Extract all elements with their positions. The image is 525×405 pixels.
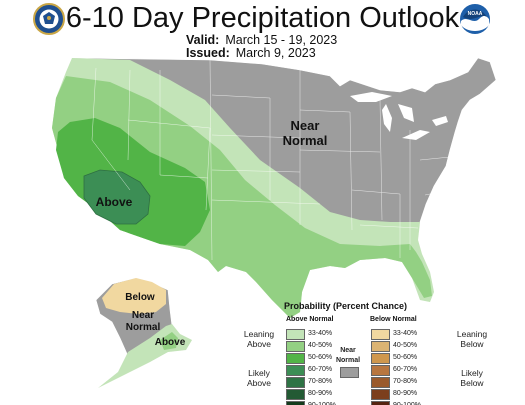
legend-title: Probability (Percent Chance) xyxy=(284,301,408,311)
noaa-logo-text: NOAA xyxy=(468,11,483,17)
legend-likely-below-line1: Likely xyxy=(461,368,483,378)
valid-value: March 15 - 19, 2023 xyxy=(225,33,338,47)
legend-below-range-label: 33-40% xyxy=(393,330,418,337)
legend-below-swatch xyxy=(371,401,390,405)
legend-above-swatch xyxy=(286,353,305,364)
legend-above-swatch xyxy=(286,377,305,388)
issued-value: March 9, 2023 xyxy=(235,46,316,60)
conus-above-60-70-region xyxy=(83,169,151,225)
legend-likely-below-label: Likely Below xyxy=(452,368,492,388)
alaska-near-normal-label-line1: Near xyxy=(132,310,154,321)
legend-below-swatch xyxy=(371,389,390,400)
legend-leaning-below-line2: Below xyxy=(460,339,484,349)
commerce-seal-icon xyxy=(33,3,65,35)
legend-below-swatch xyxy=(371,377,390,388)
legend-near-line2: Normal xyxy=(335,357,361,364)
legend-above-range-label: 50-60% xyxy=(308,354,333,361)
legend-below-swatch xyxy=(371,329,390,340)
legend-below-swatch xyxy=(371,353,390,364)
legend-likely-above-line2: Above xyxy=(246,378,272,388)
conus-near-normal-label-line2: Normal xyxy=(283,133,328,148)
legend-above-range-label: 60-70% xyxy=(308,366,333,373)
legend-leaning-below-label: Leaning Below xyxy=(452,329,492,349)
legend-near-normal-swatch xyxy=(340,367,359,378)
legend-leaning-below-line1: Leaning xyxy=(456,329,488,339)
legend-above-range-label: 33-40% xyxy=(308,330,333,337)
legend-below-range-label: 60-70% xyxy=(393,366,418,373)
legend-above-range-label: 70-80% xyxy=(308,378,333,385)
legend-below-range-label: 50-60% xyxy=(393,354,418,361)
issued-date: Issued: March 9, 2023 xyxy=(186,46,316,60)
conus-near-normal-label-line1: Near xyxy=(291,118,320,133)
valid-label: Valid: xyxy=(186,33,220,47)
conus-above-40-50-region xyxy=(52,76,432,318)
page-title: 6-10 Day Precipitation Outlook xyxy=(65,2,460,34)
legend-above-range-label: 90-100% xyxy=(308,402,336,405)
state-borders xyxy=(91,59,461,261)
legend-leaning-above-line2: Above xyxy=(246,339,272,349)
legend-above-range-label: 40-50% xyxy=(308,342,333,349)
legend-leaning-above-label: Leaning Above xyxy=(240,329,278,349)
legend-likely-above-label: Likely Above xyxy=(240,368,278,388)
alaska-below-label: Below xyxy=(125,292,155,303)
alaska-below-33-40-region xyxy=(102,278,166,314)
legend-likely-below-line2: Below xyxy=(460,378,484,388)
noaa-logo-icon: NOAA xyxy=(460,4,490,34)
issued-label: Issued: xyxy=(186,46,230,60)
legend-below-swatch xyxy=(371,341,390,352)
alaska-above-40-50-region xyxy=(160,332,178,350)
legend-above-header: Above Normal xyxy=(286,316,334,323)
legend-near-normal-label: Near Normal xyxy=(330,346,366,366)
legend-above-range-label: 80-90% xyxy=(308,390,333,397)
probability-legend: Probability (Percent Chance) Above Norma… xyxy=(230,296,525,405)
legend-below-swatch xyxy=(371,365,390,376)
legend-below-range-label: 70-80% xyxy=(393,378,418,385)
valid-dates: Valid: March 15 - 19, 2023 xyxy=(186,33,337,47)
legend-above-swatch xyxy=(286,389,305,400)
great-lakes xyxy=(350,92,448,140)
legend-below-range-label: 80-90% xyxy=(393,390,418,397)
legend-below-range-label: 40-50% xyxy=(393,342,418,349)
alaska-near-normal-label-line2: Normal xyxy=(126,322,161,333)
legend-below-range-label: 90-100% xyxy=(393,402,421,405)
legend-above-swatch xyxy=(286,365,305,376)
legend-above-swatch xyxy=(286,341,305,352)
legend-near-line1: Near xyxy=(340,347,356,354)
legend-above-swatch xyxy=(286,329,305,340)
legend-below-header: Below Normal xyxy=(370,316,417,323)
legend-leaning-above-line1: Leaning xyxy=(243,329,275,339)
legend-above-swatch xyxy=(286,401,305,405)
conus-above-label: Above xyxy=(96,195,133,209)
alaska-above-label: Above xyxy=(155,337,186,348)
legend-likely-above-line1: Likely xyxy=(248,368,270,378)
